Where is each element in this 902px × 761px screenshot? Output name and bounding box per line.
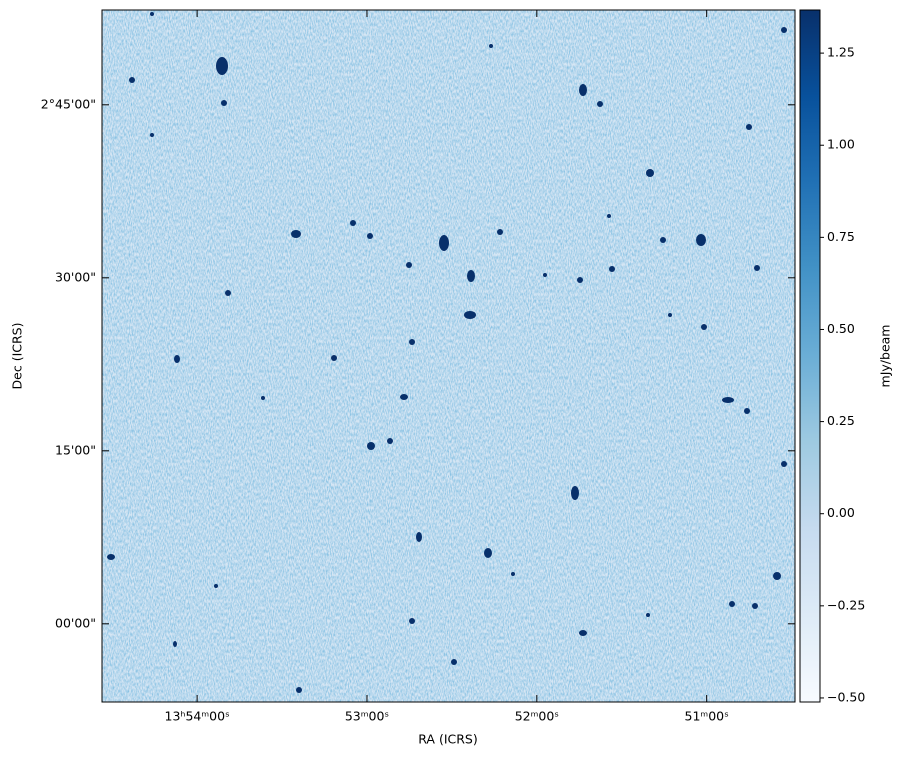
source <box>331 355 337 361</box>
source <box>729 601 735 607</box>
source <box>701 324 707 330</box>
source <box>261 396 265 400</box>
y-tick-label: 30'00" <box>55 269 96 284</box>
source <box>409 618 415 624</box>
colorbar-tick-label: 0.50 <box>827 321 855 336</box>
source <box>173 641 177 647</box>
source <box>367 233 373 239</box>
source <box>571 486 579 500</box>
source <box>579 630 587 636</box>
source <box>543 273 547 277</box>
colorbar-label: mJy/beam <box>878 325 893 388</box>
source <box>225 290 231 296</box>
x-tick-label: 51ᵐ00ˢ <box>685 709 729 724</box>
colorbar-tick-label: 0.75 <box>827 229 855 244</box>
colorbar-tick-label: −0.25 <box>827 597 865 612</box>
source <box>511 572 515 576</box>
source <box>150 12 154 16</box>
source <box>409 339 415 345</box>
source <box>387 438 393 444</box>
source <box>752 603 758 609</box>
colorbar-tick-label: −0.50 <box>827 689 865 704</box>
source <box>296 687 302 693</box>
source <box>781 27 787 33</box>
source <box>746 124 752 130</box>
source <box>350 220 356 226</box>
source <box>696 234 706 246</box>
source <box>609 266 615 272</box>
source <box>107 554 115 560</box>
source <box>464 311 476 319</box>
colorbar-tick-label: 1.00 <box>827 137 855 152</box>
source <box>646 613 650 617</box>
source <box>174 355 180 363</box>
image-frame <box>101 9 796 703</box>
source <box>781 461 787 467</box>
y-axis-label: Dec (ICRS) <box>10 323 25 390</box>
source <box>129 77 135 83</box>
source <box>221 100 227 106</box>
colorbar <box>799 9 821 703</box>
y-tick-label: 00'00" <box>55 615 96 630</box>
source <box>497 229 503 235</box>
source <box>214 584 218 588</box>
colorbar-tick-label: 0.25 <box>827 413 855 428</box>
y-tick-label: 2°45'00" <box>41 96 96 111</box>
source <box>773 572 781 580</box>
source <box>400 394 408 400</box>
image <box>102 10 795 702</box>
source <box>489 44 493 48</box>
source <box>291 230 301 238</box>
source <box>367 442 375 450</box>
source <box>668 313 672 317</box>
source <box>216 57 228 75</box>
source <box>744 408 750 414</box>
source <box>579 84 587 96</box>
source <box>150 133 154 137</box>
colorbar-tick-label: 0.00 <box>827 505 855 520</box>
x-tick-label: 13ʰ54ᵐ00ˢ <box>165 709 230 724</box>
source <box>484 548 492 558</box>
y-tick-label: 15'00" <box>55 442 96 457</box>
source <box>577 277 583 283</box>
x-tick-label: 53ᵐ00ˢ <box>345 709 389 724</box>
source <box>722 397 734 403</box>
source <box>660 237 666 243</box>
source <box>607 214 611 218</box>
source <box>597 101 603 107</box>
source <box>406 262 412 268</box>
source <box>416 532 422 542</box>
colorbar-tick-label: 1.25 <box>827 45 855 60</box>
source <box>439 235 449 251</box>
source <box>754 265 760 271</box>
source <box>646 169 654 177</box>
x-tick-label: 52ᵐ00ˢ <box>515 709 559 724</box>
source <box>467 270 475 282</box>
x-axis-label: RA (ICRS) <box>418 732 478 747</box>
source <box>451 659 457 665</box>
